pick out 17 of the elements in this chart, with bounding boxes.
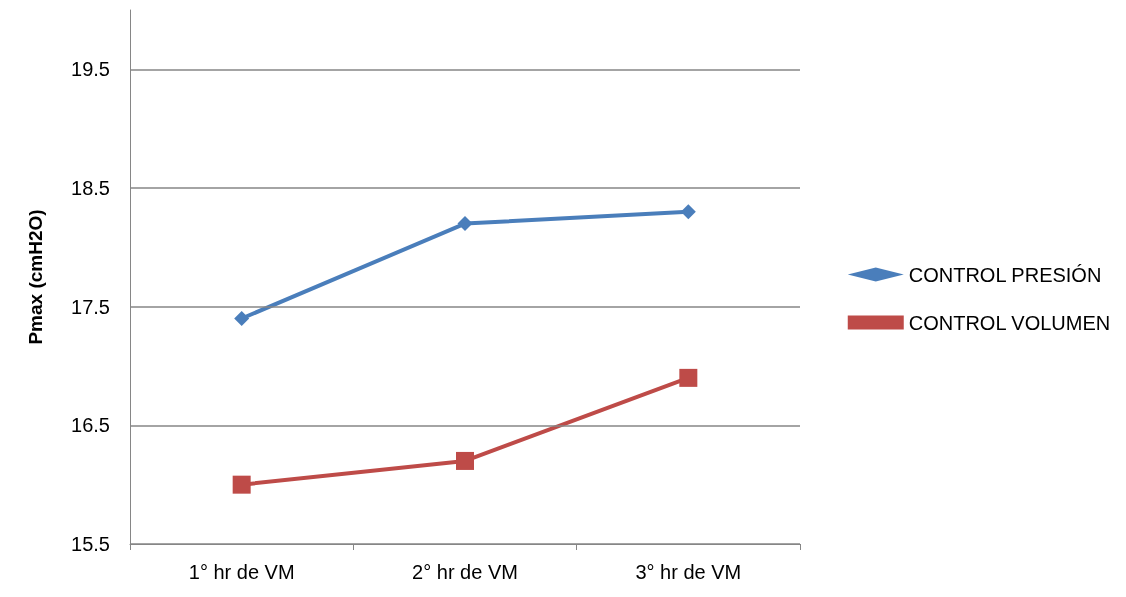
point xyxy=(232,475,251,494)
point xyxy=(457,216,473,232)
point xyxy=(679,368,698,387)
y-tick-label: 16.5 xyxy=(71,414,110,437)
x-tick-label: 1° hr de VM xyxy=(188,561,295,583)
x-tick-label: 2° hr de VM xyxy=(412,561,518,583)
legend-label: CONTROL VOLUMEN xyxy=(908,311,1111,334)
y-tick-label: 18.5 xyxy=(71,177,110,199)
y-tick-label: 19.5 xyxy=(71,58,110,81)
point xyxy=(234,311,250,327)
point xyxy=(456,451,474,470)
y-tick-label: 15.5 xyxy=(71,533,110,555)
x-tick-label: 3° hr de VM xyxy=(635,561,742,583)
legend-label: CONTROL PRESIÓN xyxy=(908,263,1102,286)
y-axis-title: Pmax (cmH2O) xyxy=(25,209,46,345)
y-tick-label: 17.5 xyxy=(71,295,110,318)
point xyxy=(680,204,696,220)
